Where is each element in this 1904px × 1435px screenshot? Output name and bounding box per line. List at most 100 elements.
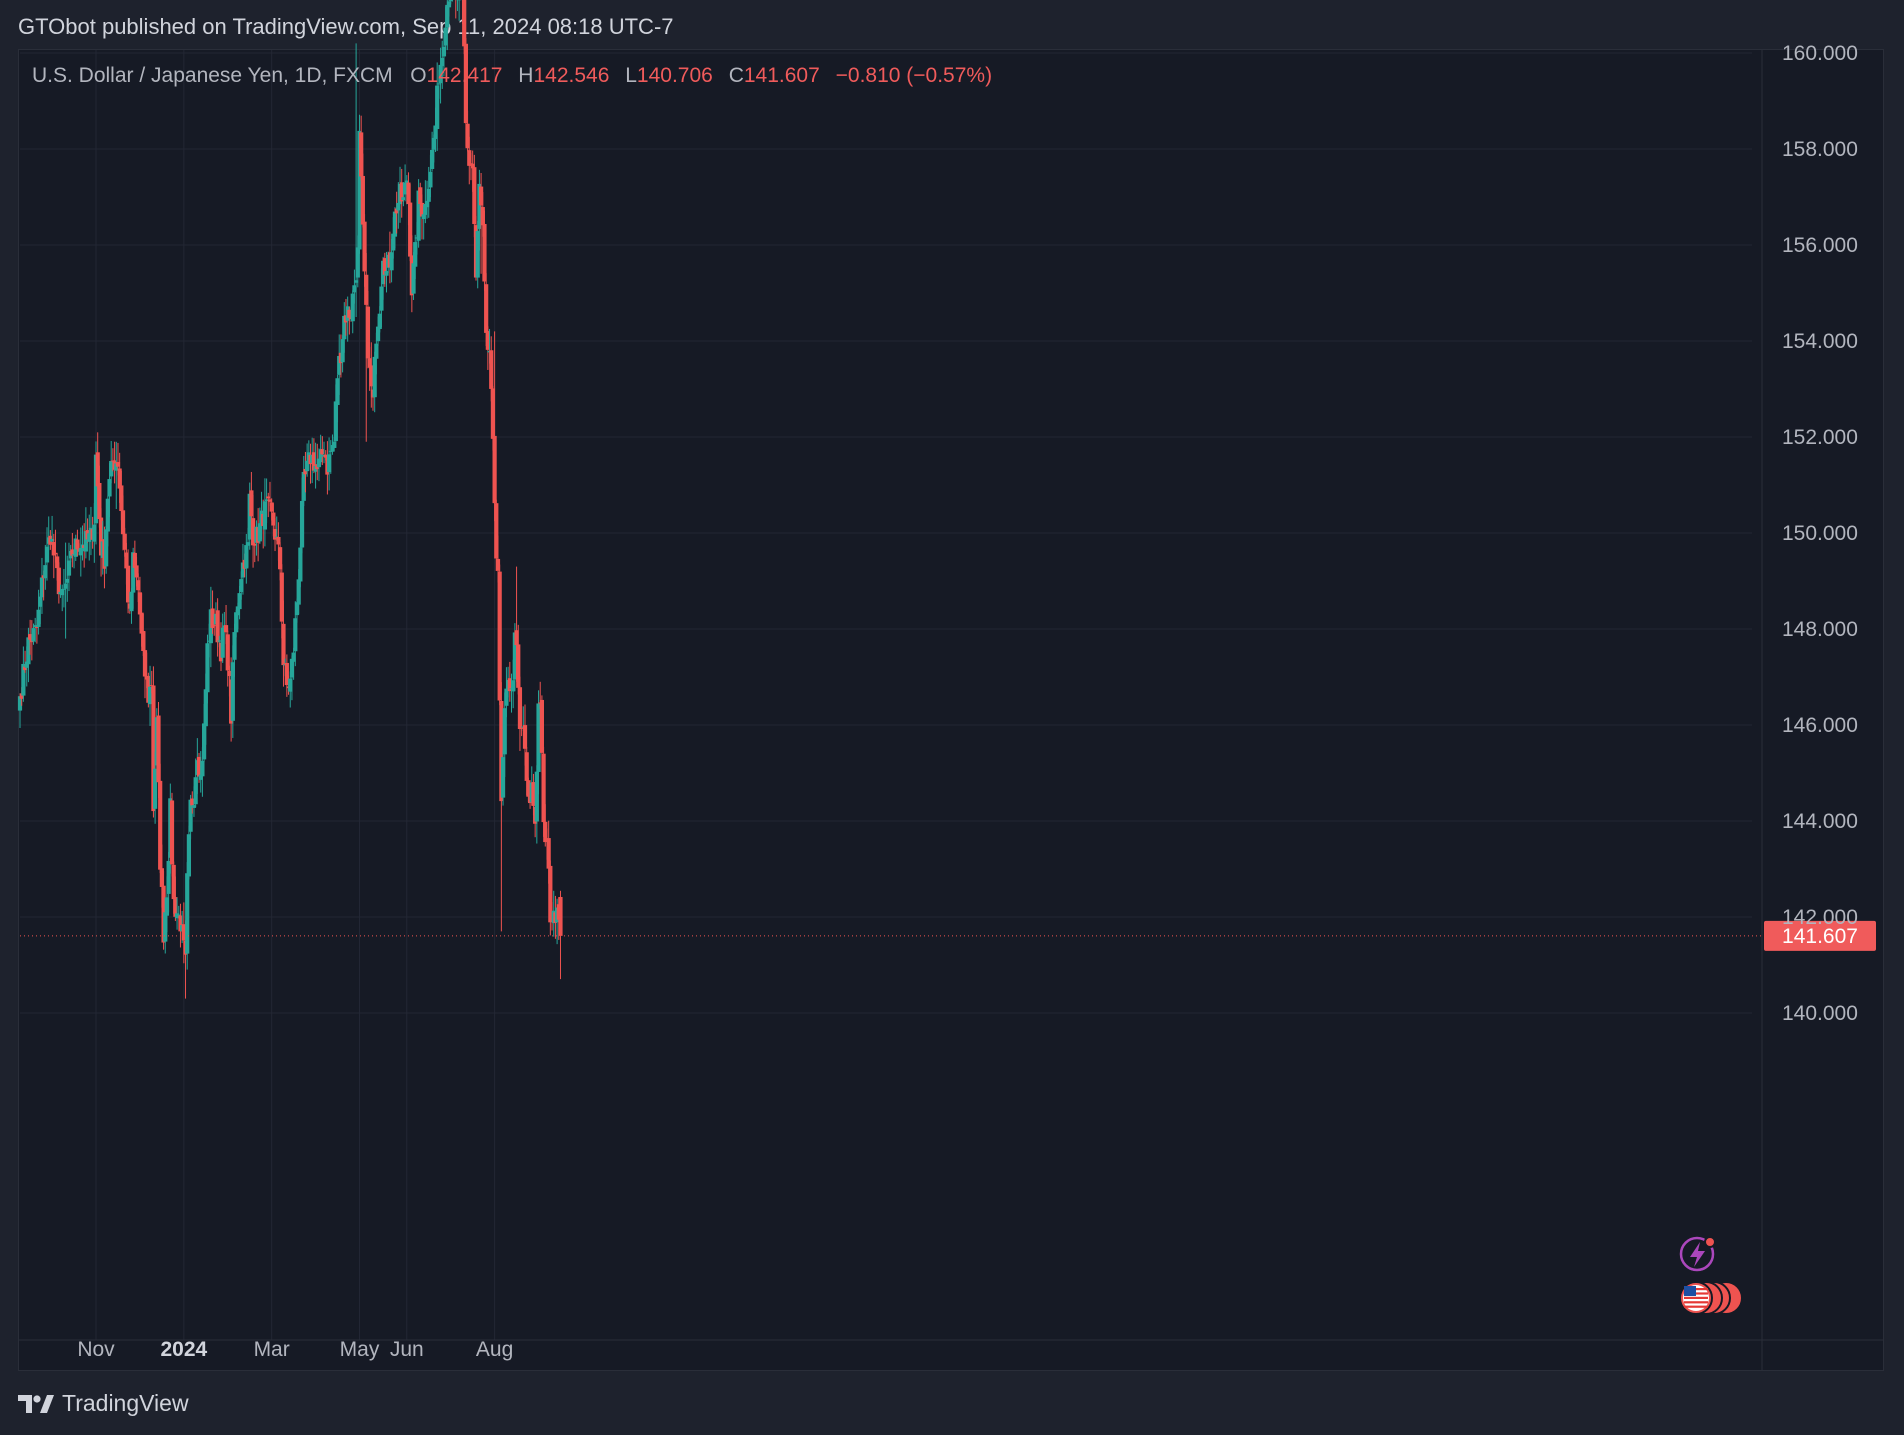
- candle: [66, 542, 72, 592]
- price-axis-label: 152.000: [1782, 426, 1858, 449]
- candle: [438, 47, 443, 104]
- candle: [105, 495, 110, 547]
- candle: [281, 600, 286, 687]
- candle: [392, 207, 398, 249]
- candle: [70, 533, 75, 568]
- ohlc-legend: U.S. Dollar / Japanese Yen, 1D, FXCM O14…: [32, 64, 1002, 88]
- candle: [49, 515, 55, 546]
- legend-close-label: C: [728, 64, 744, 87]
- candle: [205, 634, 210, 704]
- candle: [230, 645, 235, 738]
- time-axis-label: Aug: [476, 1338, 513, 1361]
- candle: [359, 115, 364, 181]
- candle: [104, 526, 109, 574]
- legend-symbol[interactable]: U.S. Dollar / Japanese Yen, 1D, FXCM: [32, 64, 393, 87]
- legend-open-label: O: [410, 64, 427, 87]
- candle: [122, 527, 127, 557]
- candle: [448, 0, 453, 5]
- candle: [44, 527, 50, 581]
- candle: [301, 455, 306, 507]
- candle: [347, 306, 352, 335]
- candle: [352, 269, 357, 304]
- legend-close-value: 141.607: [743, 64, 820, 87]
- candle: [289, 655, 295, 701]
- candle: [185, 862, 190, 970]
- candle: [51, 533, 56, 579]
- candle: [38, 593, 43, 625]
- legend-high-value: 142.546: [533, 64, 610, 87]
- candle: [365, 290, 371, 369]
- candle: [291, 647, 296, 680]
- candle: [220, 613, 225, 663]
- candle: [337, 334, 342, 395]
- candle: [141, 613, 146, 656]
- candle: [472, 154, 477, 238]
- candle: [382, 252, 387, 287]
- footer-brand[interactable]: TradingView: [18, 1390, 189, 1417]
- candle: [360, 153, 365, 228]
- candle: [210, 590, 215, 634]
- candle: [33, 617, 38, 643]
- price-axis: 164.000162.000160.000158.000156.000154.0…: [1782, 42, 1858, 1025]
- chart-widgets: [1679, 1236, 1743, 1315]
- price-axis-label: 144.000: [1782, 810, 1858, 833]
- candle: [372, 351, 377, 413]
- candle: [477, 169, 482, 251]
- candle: [39, 557, 45, 614]
- candle: [320, 436, 325, 466]
- candle: [166, 851, 171, 913]
- candle: [517, 676, 523, 751]
- candle: [497, 564, 502, 706]
- candle: [500, 750, 506, 806]
- candle: [232, 623, 237, 677]
- candle: [362, 213, 367, 287]
- candle: [284, 654, 289, 697]
- candle: [272, 518, 278, 552]
- candle: [28, 619, 33, 655]
- candle: [485, 326, 490, 370]
- candle: [190, 791, 195, 814]
- time-axis-label: 2024: [160, 1338, 207, 1361]
- candle: [340, 335, 345, 373]
- legend-change-value: −0.810 (−0.57%): [835, 64, 993, 87]
- candle: [492, 331, 497, 522]
- candle: [186, 825, 191, 880]
- footer-brand-label: TradingView: [62, 1390, 189, 1416]
- candle: [465, 110, 470, 152]
- candle: [431, 134, 436, 163]
- time-axis: Nov 2024 Mar May Jun Aug: [77, 1338, 513, 1361]
- candle: [56, 562, 61, 604]
- us-flag-events-icon[interactable]: [1679, 1281, 1743, 1315]
- price-axis-label: 156.000: [1782, 234, 1858, 257]
- candle: [342, 302, 347, 353]
- candle: [114, 441, 119, 509]
- candle: [548, 860, 553, 936]
- candle: [326, 437, 332, 491]
- candle: [174, 897, 180, 930]
- legend-open-value: 142.417: [426, 64, 503, 87]
- publication-header: GTObot published on TradingView.com, Sep…: [18, 14, 674, 39]
- chart-panel[interactable]: [18, 49, 1884, 1371]
- candle: [482, 210, 487, 291]
- candle: [97, 465, 102, 528]
- candle: [17, 693, 23, 728]
- price-axis-label: 154.000: [1782, 330, 1858, 353]
- price-axis-label: 140.000: [1782, 1002, 1858, 1025]
- candle: [413, 234, 418, 280]
- candle: [455, 0, 457, 19]
- candle: [399, 168, 404, 218]
- candle: [215, 598, 220, 657]
- price-axis-label: 150.000: [1782, 522, 1858, 545]
- candles: [17, 0, 563, 999]
- legend-high-label: H: [518, 64, 534, 87]
- lightning-icon[interactable]: [1679, 1236, 1716, 1272]
- chart-grid: [18, 50, 1884, 1370]
- time-axis-label: May: [340, 1338, 380, 1361]
- tradingview-logo-icon: [18, 1394, 54, 1413]
- candle: [109, 441, 114, 484]
- candle: [87, 514, 92, 561]
- candle: [298, 544, 303, 588]
- candle: [558, 890, 563, 980]
- candle: [262, 478, 268, 547]
